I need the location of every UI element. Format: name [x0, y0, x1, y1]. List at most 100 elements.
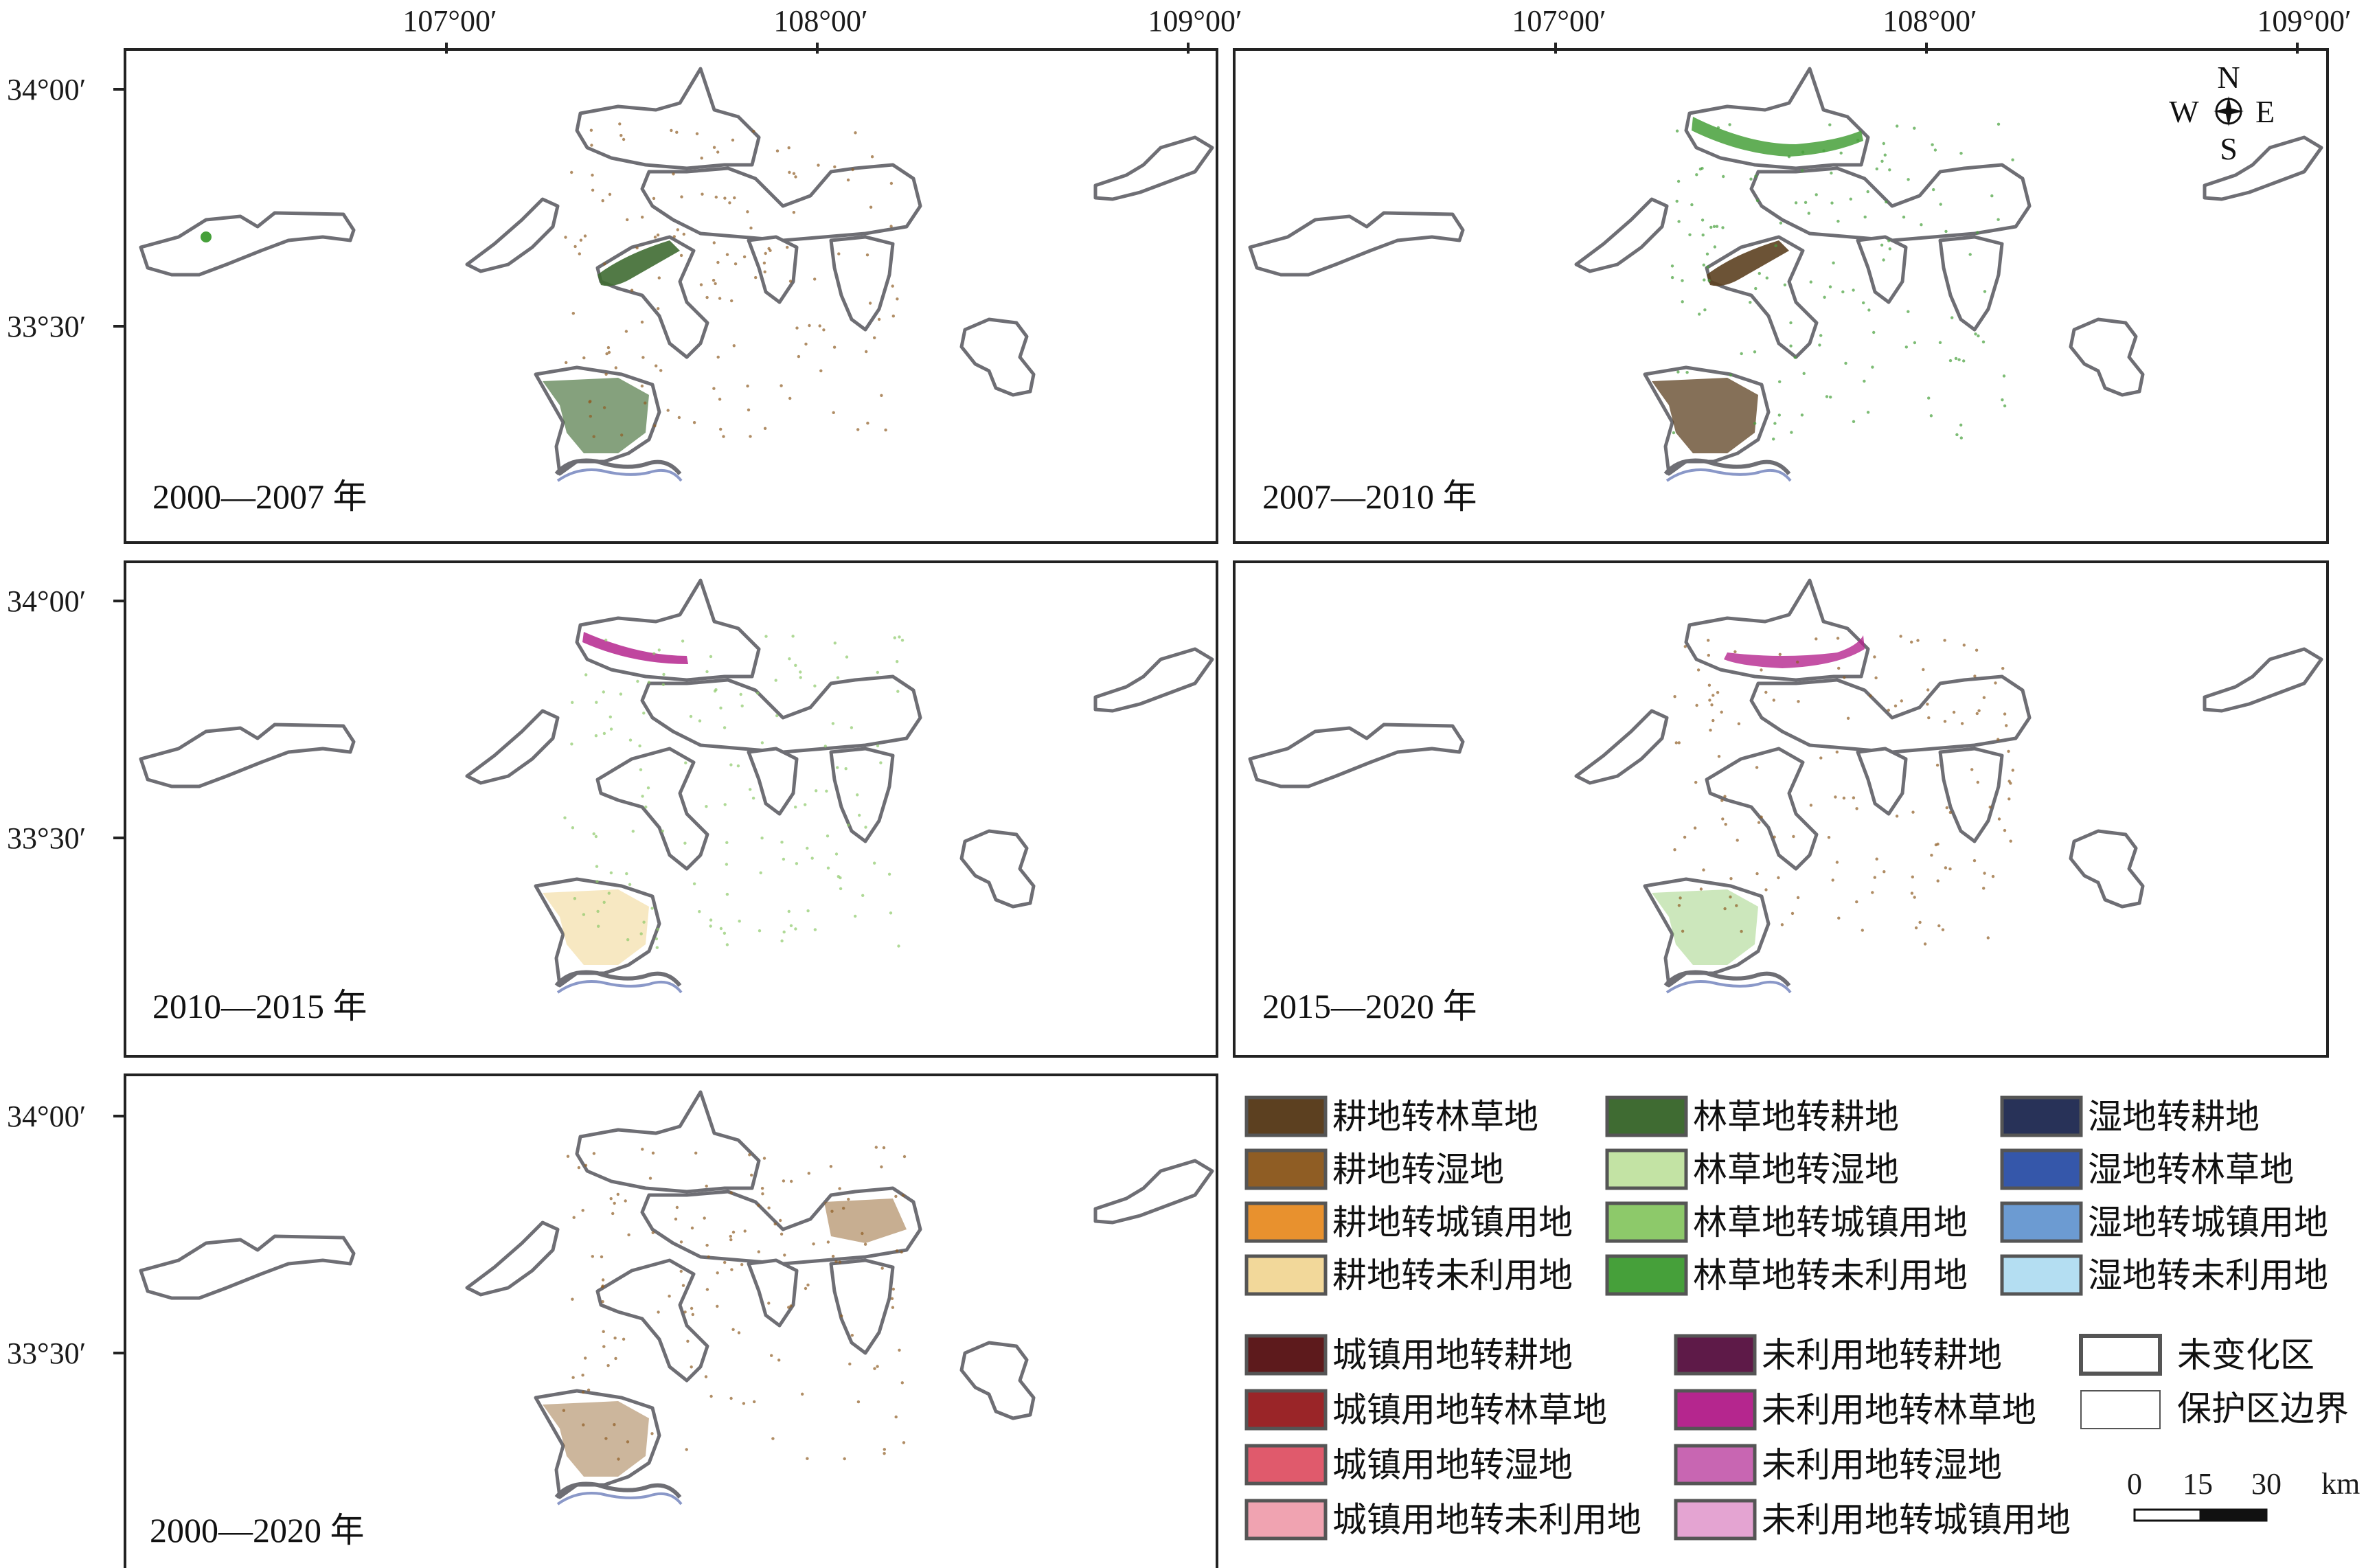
legend-label: 未利用地转林草地 [1762, 1390, 2036, 1430]
legend-item: 耕地转未利用地 [1244, 1254, 1573, 1296]
lon-label-107: 107°00′ [402, 4, 497, 38]
legend-swatch [2000, 1095, 2083, 1137]
panel-frame [1233, 48, 2329, 544]
legend-item: 城镇用地转未利用地 [1244, 1499, 1641, 1541]
legend-label: 林草地转城镇用地 [1693, 1203, 1968, 1242]
legend-swatch [1244, 1389, 1328, 1431]
map-panel-2015-2020: 2015—2020 年 [1233, 560, 2329, 1058]
lon-label-109-right: 109°00′ [2257, 4, 2351, 38]
legend-swatch [2000, 1201, 2083, 1243]
legend-label: 未利用地转城镇用地 [1762, 1500, 2071, 1540]
legend-label: 未利用地转湿地 [1762, 1445, 2002, 1485]
lon-label-109: 109°00′ [1148, 4, 1242, 38]
map-panel-2010-2015: 2010—2015 年 [124, 560, 1218, 1058]
legend-label: 耕地转未利用地 [1332, 1255, 1573, 1295]
legend-item: 湿地转未利用地 [2000, 1254, 2328, 1296]
map-panel-2007-2010: N S W E 2007—2010 年 [1233, 48, 2329, 544]
legend-swatch [1244, 1254, 1328, 1296]
compass-n: N [2217, 60, 2240, 95]
north-arrow-compass: N S W E [2169, 60, 2275, 166]
legend-swatch [1244, 1148, 1328, 1190]
legend-swatch-unchanged [2079, 1334, 2162, 1376]
panel-label: 2015—2020 年 [1262, 987, 1477, 1025]
scale-bar: 0 15 30 km [2127, 1467, 2360, 1522]
legend-swatch [1605, 1254, 1688, 1296]
panel-label: 2010—2015 年 [152, 987, 367, 1025]
legend-label: 林草地转未利用地 [1693, 1255, 1968, 1295]
legend-item: 未利用地转林草地 [1674, 1389, 2036, 1431]
lat-label-34-row2: 34°00′ [7, 584, 86, 618]
compass-w: W [2169, 94, 2199, 129]
legend-label-unchanged: 未变化区 [2177, 1335, 2314, 1375]
legend-item: 林草地转城镇用地 [1605, 1201, 1968, 1243]
legend-item: 湿地转耕地 [2000, 1095, 2260, 1137]
lat-label-34-row1: 34°00′ [7, 73, 86, 106]
legend-swatch [1674, 1499, 1757, 1541]
legend-item: 林草地转未利用地 [1605, 1254, 1968, 1296]
legend-item: 城镇用地转湿地 [1244, 1444, 1573, 1486]
compass-s: S [2220, 131, 2238, 166]
panel-label: 2007—2010 年 [1262, 477, 1477, 516]
lon-label-108: 108°00′ [773, 4, 867, 38]
legend-item: 未利用地转湿地 [1674, 1444, 2002, 1486]
panel-label: 2000—2007 年 [152, 477, 367, 516]
panel-label: 2000—2020 年 [150, 1511, 365, 1549]
legend-swatch [1244, 1201, 1328, 1243]
legend-item: 未利用地转耕地 [1674, 1334, 2002, 1376]
legend-label: 耕地转湿地 [1332, 1150, 1504, 1190]
legend-swatch [1605, 1201, 1688, 1243]
legend-unchanged: 未变化区 [2079, 1334, 2314, 1376]
legend-swatch [1674, 1389, 1757, 1431]
legend-swatch [1244, 1499, 1328, 1541]
lon-label-108-right: 108°00′ [1882, 4, 1977, 38]
lat-label-3330-row3: 33°30′ [7, 1337, 86, 1370]
legend-label: 林草地转耕地 [1693, 1097, 1899, 1137]
legend-item: 耕地转湿地 [1244, 1148, 1504, 1190]
legend-swatch [2000, 1148, 2083, 1190]
legend-item: 林草地转湿地 [1605, 1148, 1899, 1190]
legend-label-boundary: 保护区边界 [2177, 1389, 2349, 1429]
legend-label: 湿地转林草地 [2088, 1150, 2294, 1190]
scale-tick-0: 0 [2127, 1467, 2142, 1501]
legend-label: 未利用地转耕地 [1762, 1335, 2002, 1375]
legend-label: 林草地转湿地 [1693, 1150, 1899, 1190]
map-panel-2000-2020: 2000—2020 年 [124, 1073, 1218, 1568]
legend-item: 城镇用地转林草地 [1244, 1389, 1607, 1431]
lat-label-34-row3: 34°00′ [7, 1100, 86, 1133]
panel-frame [124, 48, 1218, 544]
change-speckle [1673, 635, 2014, 946]
legend-item: 耕地转城镇用地 [1244, 1201, 1573, 1243]
legend-swatch-boundary [2080, 1390, 2161, 1429]
legend-swatch [1605, 1095, 1688, 1137]
legend-label: 城镇用地转耕地 [1332, 1335, 1573, 1375]
legend-label: 湿地转耕地 [2088, 1097, 2260, 1137]
scale-tick-15: 15 [2183, 1467, 2213, 1501]
compass-e: E [2255, 94, 2275, 129]
legend-swatch [1605, 1148, 1688, 1190]
legend-swatch [1244, 1095, 1328, 1137]
legend-boundary: 保护区边界 [2080, 1389, 2349, 1429]
legend-label: 城镇用地转林草地 [1332, 1390, 1607, 1430]
change-speckle [562, 1146, 907, 1461]
legend-item: 湿地转林草地 [2000, 1148, 2294, 1190]
legend-swatch [1244, 1334, 1328, 1376]
panel-frame [124, 560, 1218, 1058]
change-speckle [564, 122, 899, 438]
legend-swatch [2000, 1254, 2083, 1296]
panel-frame [124, 1073, 1218, 1568]
legend-label: 湿地转城镇用地 [2088, 1203, 2328, 1242]
legend-item: 耕地转林草地 [1244, 1095, 1538, 1137]
lon-label-107-right: 107°00′ [1512, 4, 1606, 38]
change-speckle [563, 635, 905, 949]
legend-label: 耕地转林草地 [1332, 1097, 1538, 1137]
legend-label: 湿地转未利用地 [2088, 1255, 2328, 1295]
legend-item: 城镇用地转耕地 [1244, 1334, 1573, 1376]
legend-swatch [1674, 1334, 1757, 1376]
lat-label-3330-row2: 33°30′ [7, 821, 86, 855]
legend-item: 湿地转城镇用地 [2000, 1201, 2328, 1243]
legend-label: 城镇用地转未利用地 [1332, 1500, 1641, 1540]
map-panel-2000-2007: 2000—2007 年 [124, 48, 1218, 544]
scale-unit: km [2321, 1467, 2360, 1501]
